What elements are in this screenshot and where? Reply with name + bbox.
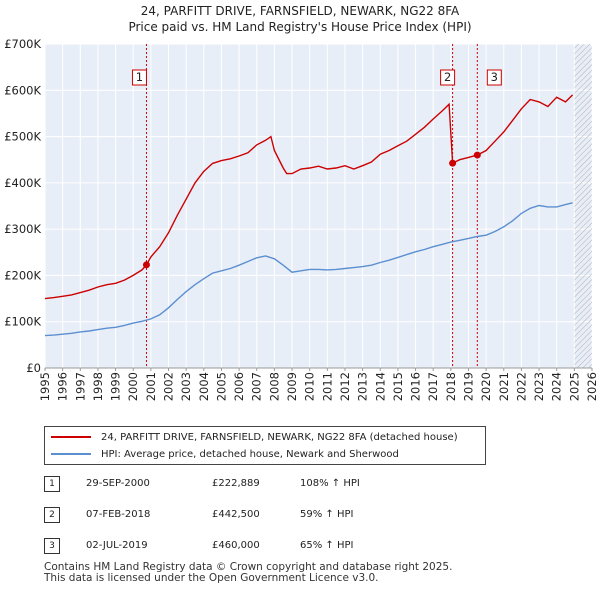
y-tick-label: £600K (4, 83, 41, 97)
x-tick-label: 2002 (162, 372, 176, 401)
transaction-date: 29-SEP-2000 (86, 478, 150, 489)
sale-point (449, 159, 457, 167)
transaction-date: 02-JUL-2019 (86, 540, 148, 551)
x-tick-label: 2009 (285, 372, 299, 401)
x-tick-label: 1995 (38, 372, 52, 401)
sale-number-label: 2 (444, 70, 451, 84)
y-tick-label: £100K (4, 315, 41, 329)
transaction-number-badge: 1 (44, 476, 60, 492)
transaction-number-badge: 3 (44, 538, 60, 554)
x-tick-label: 2025 (567, 372, 581, 401)
transaction-date: 07-FEB-2018 (86, 509, 151, 520)
footer-license: This data is licensed under the Open Gov… (44, 572, 379, 584)
sale-point (142, 261, 150, 269)
y-tick-label: £700K (4, 37, 41, 51)
transaction-price: £222,889 (212, 478, 260, 489)
x-tick-label: 2018 (444, 372, 458, 401)
footer-copyright: Contains HM Land Registry data © Crown c… (44, 561, 453, 573)
x-tick-label: 2006 (232, 372, 246, 401)
x-tick-label: 1996 (56, 372, 70, 401)
x-tick-label: 2013 (356, 372, 370, 401)
sale-point (473, 151, 481, 159)
plot-area (45, 44, 592, 368)
y-tick-label: £0 (26, 361, 41, 375)
legend-label-property: 24, PARFITT DRIVE, FARNSFIELD, NEWARK, N… (101, 431, 458, 443)
transaction-number-badge: 2 (44, 507, 60, 523)
x-tick-label: 2008 (267, 372, 281, 401)
x-tick-label: 2024 (550, 372, 564, 401)
transaction-price: £442,500 (212, 509, 260, 520)
chart-title: 24, PARFITT DRIVE, FARNSFIELD, NEWARK, N… (140, 4, 460, 18)
x-tick-label: 2010 (303, 372, 317, 401)
transaction-hpi-change: 108% ↑ HPI (300, 478, 360, 489)
transaction-hpi-change: 65% ↑ HPI (300, 540, 354, 551)
x-tick-label: 2005 (214, 372, 228, 401)
x-tick-label: 1998 (91, 372, 105, 401)
x-tick-label: 2022 (514, 372, 528, 401)
hpi-line (44, 202, 573, 337)
legend-swatch-hpi (51, 453, 91, 455)
legend-item-hpi: HPI: Average price, detached house, Newa… (51, 446, 399, 462)
future-hatch-area (574, 44, 592, 368)
x-tick-label: 2015 (391, 372, 405, 401)
price-chart: 1 2 3 £0 £100K £200K £300K £400K £500K £600K £700K… (4, 37, 599, 401)
chart-subtitle: Price paid vs. HM Land Registry's House … (128, 20, 472, 34)
x-tick-label: 2016 (409, 372, 423, 401)
x-tick-label: 2021 (497, 372, 511, 401)
y-tick-label: £400K (4, 176, 41, 190)
x-tick-label: 2000 (126, 372, 140, 401)
chart-legend: 24, PARFITT DRIVE, FARNSFIELD, NEWARK, N… (44, 426, 486, 465)
transaction-price: £460,000 (212, 540, 260, 551)
sale-number-box (440, 69, 456, 86)
sale-number-label: 3 (491, 70, 498, 84)
y-tick-label: £200K (4, 268, 41, 282)
sale-number-box (486, 69, 502, 86)
x-tick-label: 2023 (532, 372, 546, 401)
y-tick-label: £300K (4, 222, 41, 236)
y-tick-label: £500K (4, 130, 41, 144)
x-tick-label: 2001 (144, 372, 158, 401)
transaction-hpi-change: 59% ↑ HPI (300, 509, 354, 520)
legend-swatch-property (51, 436, 91, 438)
x-tick-label: 2003 (179, 372, 193, 401)
legend-label-hpi: HPI: Average price, detached house, Newa… (101, 448, 399, 460)
legend-item-property: 24, PARFITT DRIVE, FARNSFIELD, NEWARK, N… (51, 429, 458, 445)
sale-number-label: 1 (136, 70, 143, 84)
x-tick-label: 2026 (585, 372, 599, 401)
sale-number-box (131, 69, 147, 86)
x-tick-label: 1999 (109, 372, 123, 401)
x-tick-label: 2011 (320, 372, 334, 401)
x-tick-label: 2007 (250, 372, 264, 401)
x-tick-label: 2014 (373, 372, 387, 401)
x-tick-label: 2017 (426, 372, 440, 401)
x-tick-label: 2004 (197, 372, 211, 401)
x-tick-label: 2019 (461, 372, 475, 401)
x-tick-label: 2020 (479, 372, 493, 401)
x-tick-label: 2012 (338, 372, 352, 401)
x-tick-label: 1997 (73, 372, 87, 401)
